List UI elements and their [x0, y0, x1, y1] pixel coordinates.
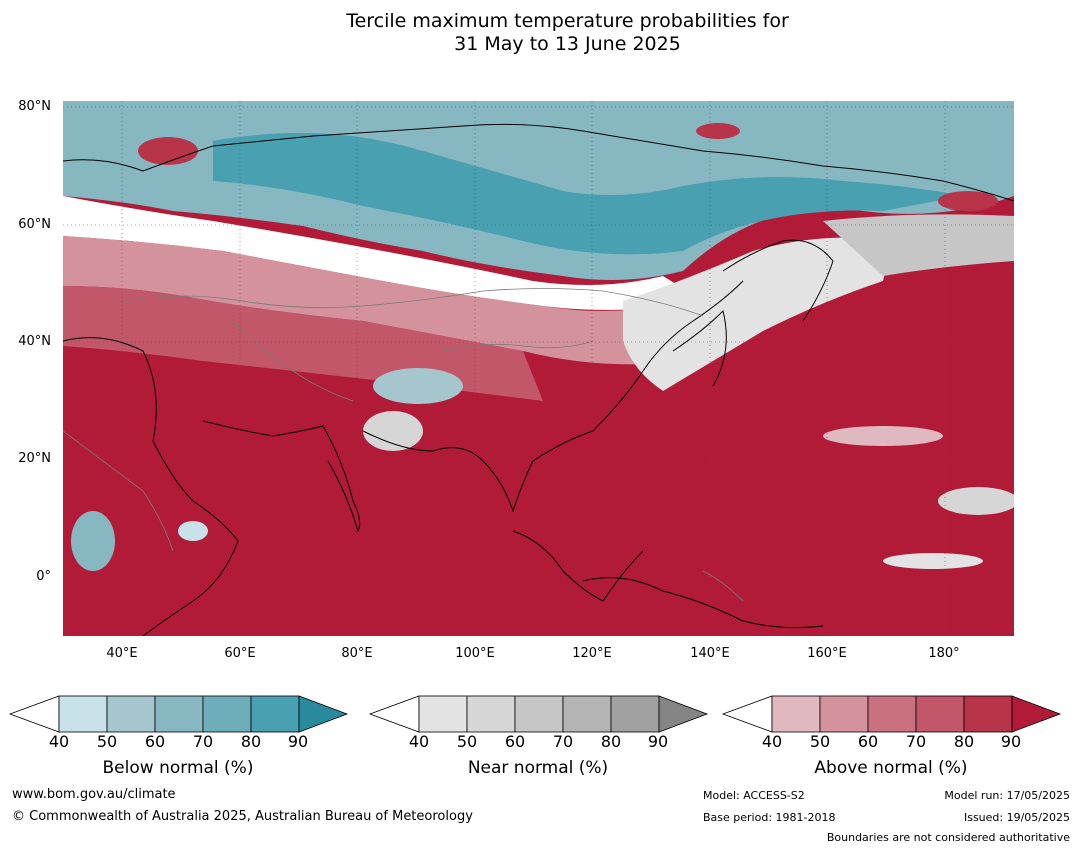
below-normal-strong-north — [213, 133, 963, 255]
website-link[interactable]: www.bom.gov.au/climate — [12, 787, 176, 802]
lon-label-140e: 140°E — [690, 646, 730, 661]
cbar-above-tick: 90 — [1000, 732, 1022, 751]
lon-label-160e: 160°E — [807, 646, 847, 661]
colorbar-swatch — [867, 695, 917, 733]
lon-label-80e: 80°E — [341, 646, 373, 661]
colorbar-swatch — [915, 695, 965, 733]
arabian-sea-below-normal — [178, 521, 208, 541]
colorbar-lower-extension — [368, 695, 420, 733]
cbar-below-title: Below normal (%) — [102, 758, 254, 778]
colorbar-swatch — [963, 695, 1013, 733]
issued-date: Issued: 19/05/2025 — [963, 811, 1070, 824]
title-line-1: Tercile maximum temperature probabilitie… — [346, 10, 789, 32]
arctic-hotspot-west — [138, 137, 198, 165]
cbar-below-tick: 40 — [48, 732, 70, 751]
colorbar-below-normal — [8, 695, 349, 733]
colorbar-swatch — [514, 695, 564, 733]
lon-label-180: 180° — [928, 646, 960, 661]
normal-transition-band — [63, 196, 703, 310]
colorbar-near-normal — [368, 695, 709, 733]
tibet-below-normal — [373, 368, 463, 404]
colorbar-swatch — [610, 695, 660, 733]
northeast-near-normal — [823, 214, 1014, 276]
base-period: Base period: 1981-2018 — [703, 811, 836, 824]
colorbar-swatch — [202, 695, 252, 733]
cbar-below-tick: 80 — [240, 732, 262, 751]
cbar-near-tick: 50 — [456, 732, 478, 751]
lon-label-120e: 120°E — [572, 646, 612, 661]
lon-label-60e: 60°E — [224, 646, 256, 661]
colorbar-lower-extension — [721, 695, 773, 733]
cbar-above-tick: 40 — [761, 732, 783, 751]
cbar-above-tick: 60 — [857, 732, 879, 751]
model-name: Model: ACCESS-S2 — [703, 789, 805, 802]
lon-label-40e: 40°E — [106, 646, 138, 661]
east-asia-near-normal — [623, 237, 893, 391]
title-line-2: 31 May to 13 June 2025 — [454, 33, 681, 55]
cbar-below-tick: 60 — [144, 732, 166, 751]
lon-label-100e: 100°E — [455, 646, 495, 661]
cbar-below-tick: 50 — [96, 732, 118, 751]
lat-label-20n: 20°N — [18, 451, 51, 466]
colorbar-swatch — [418, 695, 468, 733]
colorbar-swatch — [154, 695, 204, 733]
copyright-text: © Commonwealth of Australia 2025, Austra… — [12, 809, 473, 824]
colorbar-lower-extension — [8, 695, 60, 733]
lat-label-40n: 40°N — [18, 334, 51, 349]
colorbar-upper-extension — [298, 695, 349, 733]
colorbar-swatch — [819, 695, 869, 733]
colorbar-swatch — [466, 695, 516, 733]
cbar-near-tick: 40 — [408, 732, 430, 751]
cbar-near-tick: 70 — [552, 732, 574, 751]
cbar-near-tick: 60 — [504, 732, 526, 751]
colorbar-swatch — [771, 695, 821, 733]
map-canvas — [63, 101, 1014, 636]
colorbar-upper-extension — [658, 695, 709, 733]
cbar-below-tick: 90 — [287, 732, 309, 751]
boundaries-disclaimer: Boundaries are not considered authoritat… — [826, 831, 1070, 844]
east-africa-below-normal — [71, 511, 115, 571]
cbar-above-tick: 50 — [809, 732, 831, 751]
forecast-map — [63, 101, 1014, 636]
cbar-near-tick: 80 — [600, 732, 622, 751]
model-run-date: Model run: 17/05/2025 — [944, 789, 1070, 802]
country-boundaries — [63, 288, 744, 602]
cbar-above-title: Above normal (%) — [814, 758, 968, 778]
coastlines — [63, 123, 1014, 636]
above-normal-light-band — [63, 236, 683, 365]
pacific-near-normal-2 — [883, 553, 983, 569]
lat-label-80n: 80°N — [18, 99, 51, 114]
colorbar-swatch — [250, 695, 300, 733]
cbar-below-tick: 70 — [192, 732, 214, 751]
colorbar-swatch — [106, 695, 156, 733]
colorbar-swatch — [58, 695, 108, 733]
colorbar-swatch — [562, 695, 612, 733]
map-title: Tercile maximum temperature probabilitie… — [0, 10, 1081, 56]
arctic-hotspot-east — [696, 123, 740, 139]
gridlines — [63, 101, 1014, 636]
cbar-near-title: Near normal (%) — [467, 758, 609, 778]
lat-label-60n: 60°N — [18, 217, 51, 232]
cbar-above-tick: 70 — [905, 732, 927, 751]
cbar-near-tick: 90 — [647, 732, 669, 751]
pacific-light-patch — [823, 426, 943, 446]
himalaya-near-normal — [363, 411, 423, 451]
colorbar-above-normal — [721, 695, 1062, 733]
colorbar-upper-extension — [1011, 695, 1062, 733]
lat-label-0: 0° — [36, 569, 51, 584]
pacific-near-normal-1 — [938, 487, 1014, 515]
cbar-above-tick: 80 — [953, 732, 975, 751]
arctic-hotspot-far-east — [938, 191, 998, 211]
